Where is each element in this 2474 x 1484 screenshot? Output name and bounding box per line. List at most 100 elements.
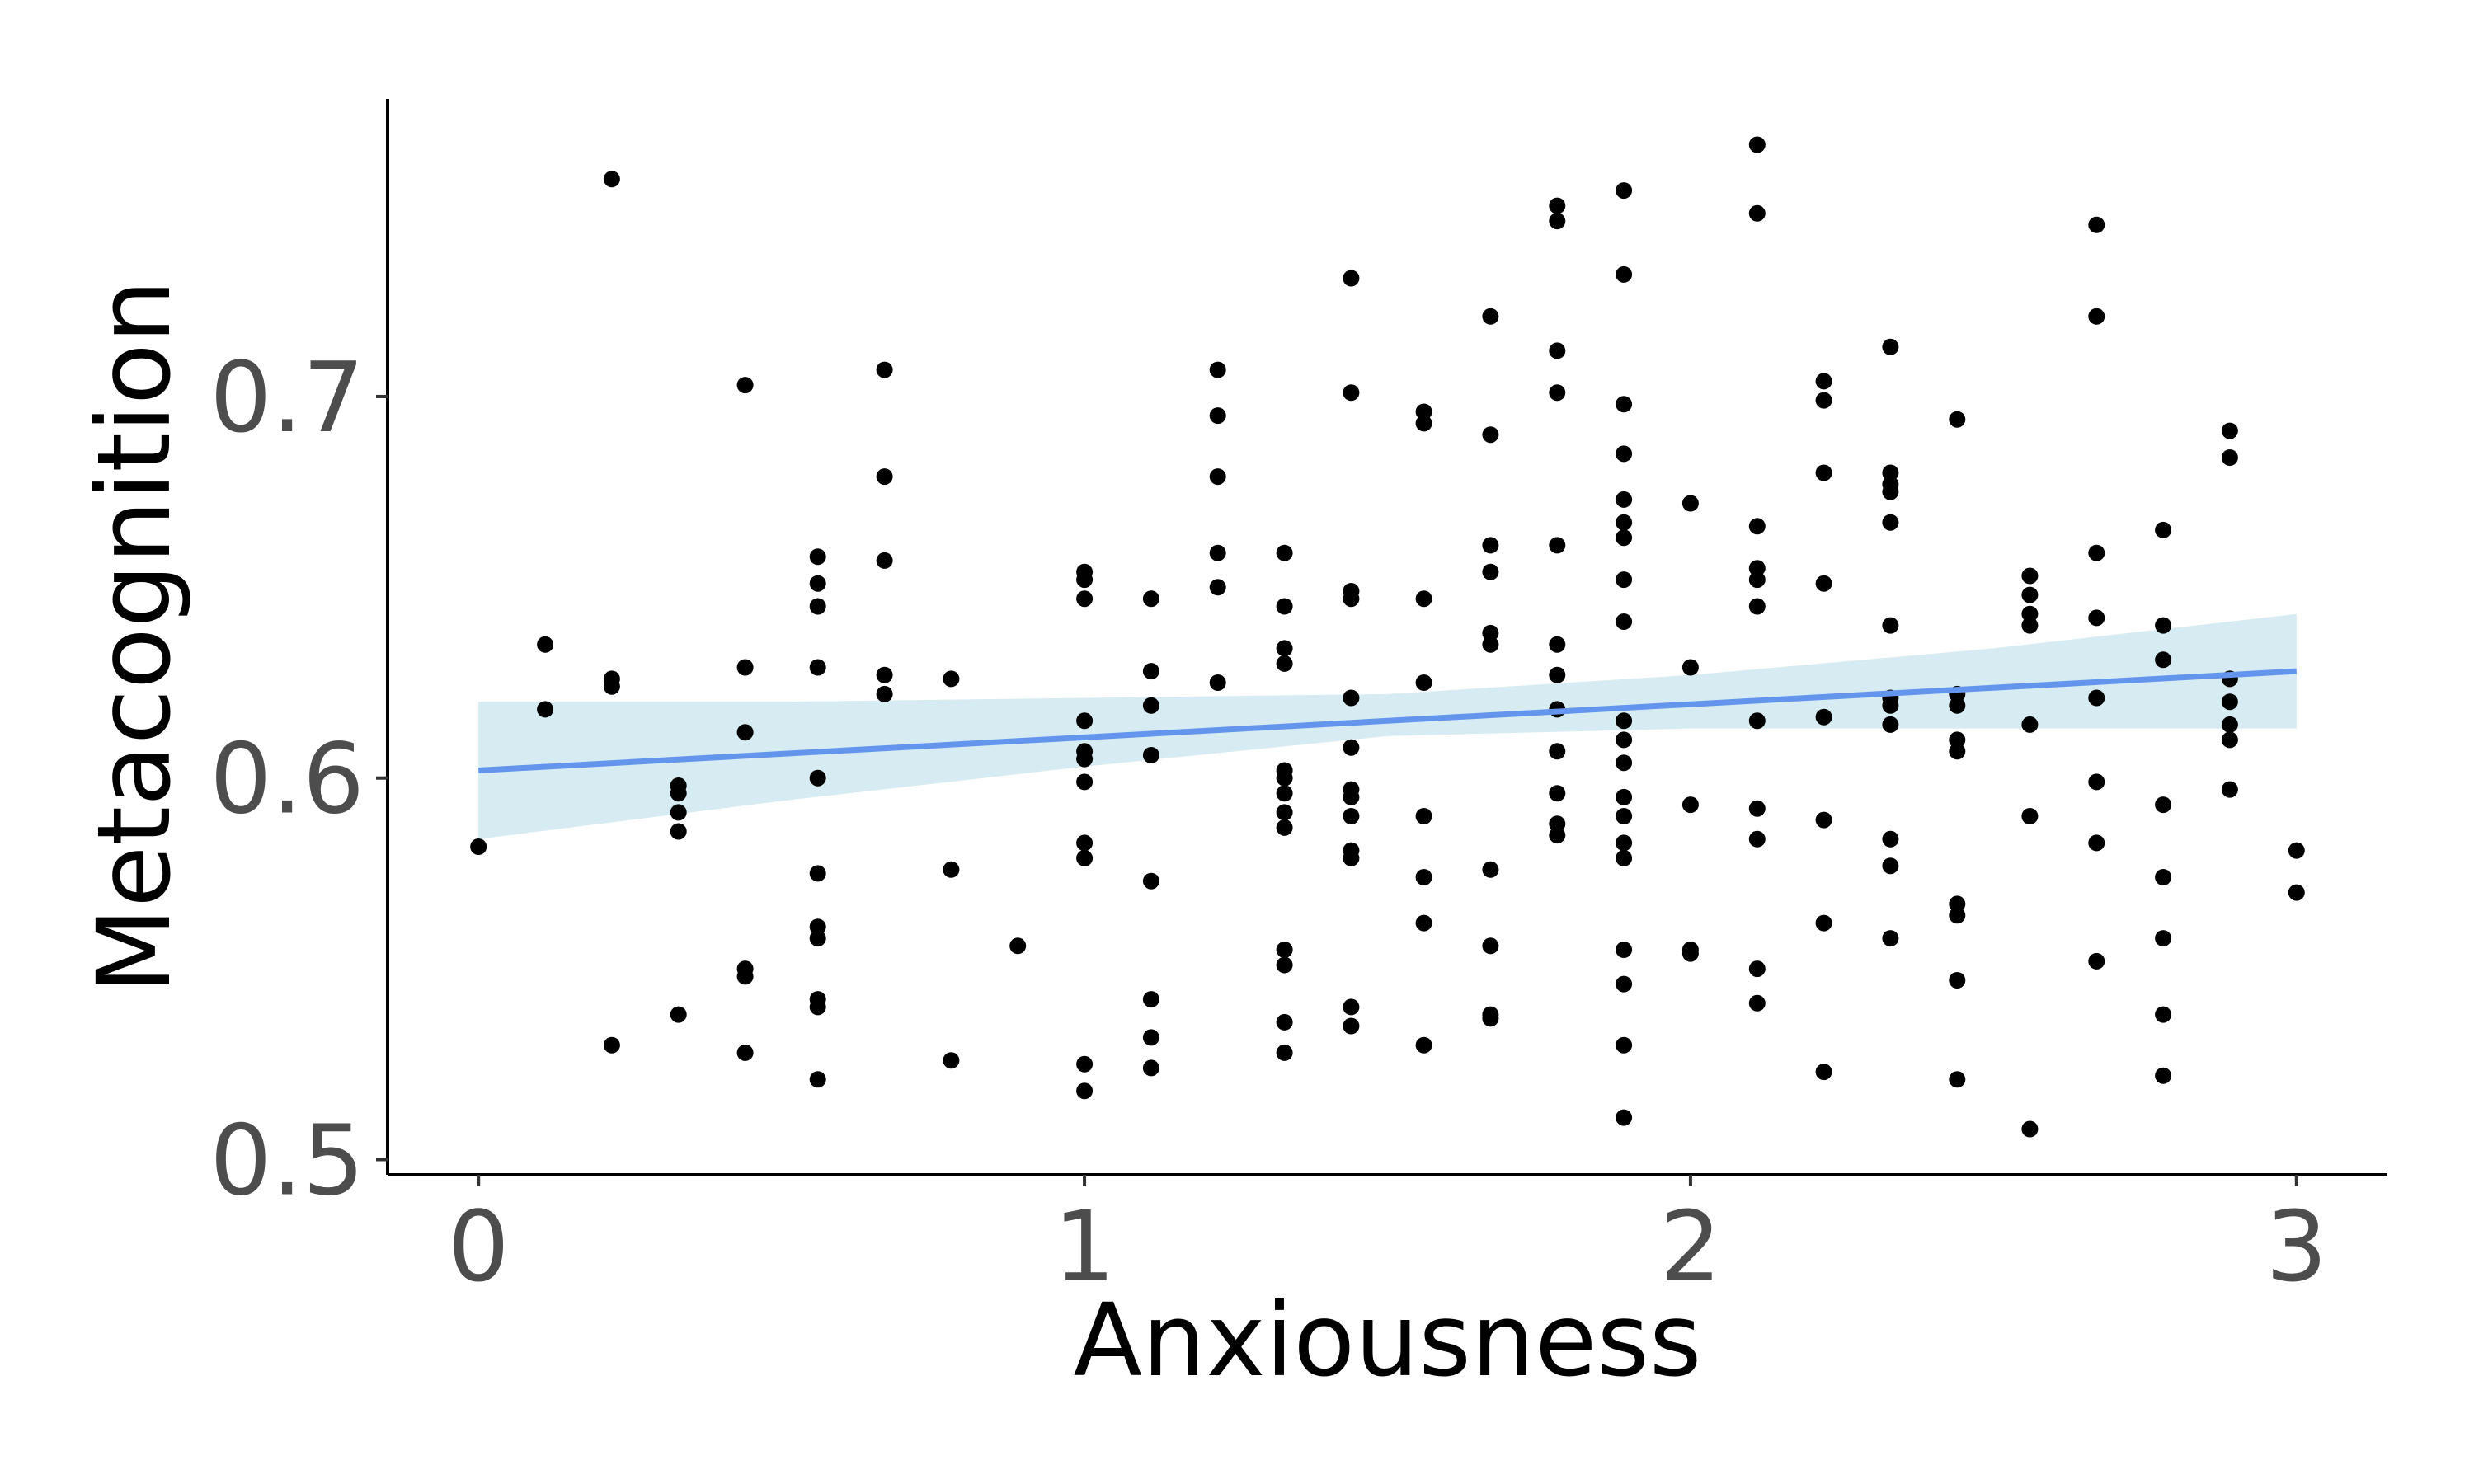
data-point <box>1482 563 1499 580</box>
data-point <box>809 769 826 787</box>
data-point <box>1142 747 1159 763</box>
trend-line <box>478 668 2297 773</box>
confidence-band <box>478 613 2297 839</box>
data-point <box>2088 609 2105 627</box>
data-point <box>1949 972 1966 989</box>
data-point <box>1616 491 1633 508</box>
data-point <box>1276 785 1293 802</box>
data-point <box>1415 590 1432 608</box>
data-point <box>1748 800 1766 817</box>
data-point <box>736 659 754 676</box>
data-point <box>2021 808 2039 824</box>
data-point <box>809 575 826 592</box>
data-point <box>2155 1006 2172 1023</box>
x-tick-label: 3 <box>2265 1190 2327 1303</box>
data-point <box>2088 689 2105 707</box>
data-point <box>1142 590 1159 608</box>
data-point <box>1748 712 1766 730</box>
data-point <box>2021 605 2039 622</box>
data-point <box>1209 407 1226 425</box>
data-point <box>809 918 826 936</box>
data-point <box>1882 930 1899 947</box>
data-point <box>1142 1059 1159 1077</box>
y-tick-label: 0.6 <box>209 722 365 836</box>
data-point <box>1949 731 1966 749</box>
data-point <box>470 838 487 855</box>
data-point <box>1748 960 1766 978</box>
data-point <box>1616 182 1633 200</box>
data-point <box>1949 1071 1966 1088</box>
data-point <box>603 171 620 188</box>
data-point <box>2021 617 2039 634</box>
data-point <box>2021 586 2039 603</box>
data-point <box>809 598 826 615</box>
data-point <box>1815 464 1832 481</box>
data-point <box>1616 571 1633 589</box>
data-point <box>809 548 826 566</box>
data-point <box>1616 396 1633 413</box>
data-point <box>1549 827 1566 844</box>
data-point <box>1748 136 1766 153</box>
data-point <box>2288 884 2305 901</box>
data-point <box>1616 834 1633 852</box>
data-point <box>1616 265 1633 283</box>
data-point <box>1142 697 1159 714</box>
data-point <box>1815 914 1832 932</box>
data-point <box>1076 773 1094 791</box>
data-point <box>2088 544 2105 561</box>
data-point <box>1616 942 1633 958</box>
data-point <box>1276 640 1293 657</box>
data-point <box>1343 384 1360 402</box>
data-point <box>1681 796 1699 814</box>
data-point <box>1343 849 1360 866</box>
data-point <box>2221 449 2238 466</box>
data-point <box>1076 834 1094 852</box>
data-point <box>809 930 826 947</box>
data-point <box>2155 796 2172 814</box>
data-point <box>2021 716 2039 733</box>
data-point <box>1815 1064 1832 1081</box>
data-point <box>809 865 826 882</box>
data-point <box>1882 857 1899 875</box>
data-point <box>1616 975 1633 993</box>
x-tick-label: 2 <box>1659 1190 1721 1303</box>
y-tick-label: 0.5 <box>209 1103 365 1217</box>
data-point <box>876 361 893 378</box>
data-point <box>1482 1010 1499 1027</box>
data-point <box>1616 731 1633 749</box>
data-point <box>2088 216 2105 233</box>
data-point <box>1549 785 1566 802</box>
confidence-band-layer <box>478 613 2297 839</box>
data-point <box>809 998 826 1016</box>
data-point <box>2155 1067 2172 1084</box>
data-point <box>1343 808 1360 824</box>
data-point <box>1549 213 1566 230</box>
data-point <box>1482 426 1499 444</box>
data-point <box>1209 544 1226 561</box>
data-point <box>1616 1109 1633 1126</box>
data-point <box>1549 384 1566 402</box>
data-point <box>670 823 687 840</box>
data-point <box>1076 712 1094 730</box>
data-point <box>2021 567 2039 585</box>
data-point <box>1616 1036 1633 1054</box>
data-point <box>1276 1013 1293 1031</box>
data-points-layer <box>470 136 2305 1138</box>
data-point <box>1748 560 1766 577</box>
data-point <box>2221 693 2238 711</box>
data-point <box>2221 731 2238 749</box>
data-point <box>603 678 620 695</box>
data-point <box>1549 815 1566 833</box>
data-point <box>1276 819 1293 836</box>
data-point <box>1882 830 1899 848</box>
data-point <box>2088 834 2105 852</box>
data-point <box>1616 514 1633 531</box>
data-point <box>1142 872 1159 890</box>
data-point <box>2155 930 2172 947</box>
data-point <box>1949 411 1966 428</box>
data-point <box>1415 914 1432 932</box>
data-point <box>1616 445 1633 463</box>
data-point <box>1209 468 1226 486</box>
data-point <box>2088 308 2105 325</box>
data-point <box>1343 788 1360 805</box>
